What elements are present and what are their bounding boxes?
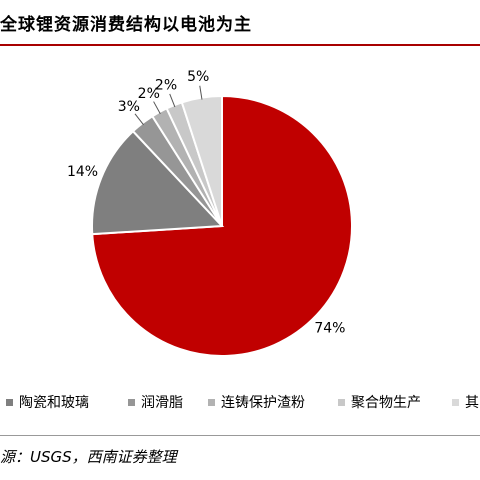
legend-item-4: 其 (452, 392, 479, 412)
data-label-4: 2% (155, 78, 177, 94)
legend-label: 陶瓷和玻璃 (19, 395, 89, 411)
legend-label: 其 (465, 395, 479, 411)
pie-slice-1 (91, 129, 225, 236)
data-label-5: 5% (187, 69, 209, 85)
data-label-2: 3% (118, 99, 140, 115)
legend-swatch (338, 398, 345, 406)
legend-swatch (452, 398, 459, 406)
chart-legend: 陶瓷和玻璃 润滑脂 连铸保护渣粉 聚合物生产 其 (0, 392, 480, 414)
title-underline (0, 44, 480, 46)
legend-label: 聚合物生产 (351, 395, 421, 411)
leader-line-4 (169, 93, 176, 108)
data-label-3: 2% (138, 86, 160, 102)
source-divider (0, 435, 480, 436)
legend-swatch (128, 398, 135, 406)
legend-swatch (208, 398, 215, 406)
leader-line-3 (153, 101, 161, 115)
legend-item-1: 润滑脂 (128, 392, 183, 412)
data-label-1: 14% (67, 164, 98, 180)
legend-label: 连铸保护渣粉 (221, 395, 305, 411)
legend-item-3: 聚合物生产 (338, 392, 421, 412)
legend-label: 润滑脂 (141, 395, 183, 411)
leader-line-5 (199, 85, 203, 100)
leader-line-2 (134, 113, 144, 126)
chart-title: 全球锂资源消费结构以电池为主 (0, 15, 252, 35)
source-note: 源：USGS，西南证券整理 (0, 448, 177, 466)
legend-item-2: 连铸保护渣粉 (208, 392, 305, 412)
data-label-0: 74% (314, 320, 345, 336)
legend-item-0: 陶瓷和玻璃 (6, 392, 89, 412)
legend-swatch (6, 398, 13, 406)
pie-chart: 74%14%3%2%2%5% (67, 69, 353, 357)
